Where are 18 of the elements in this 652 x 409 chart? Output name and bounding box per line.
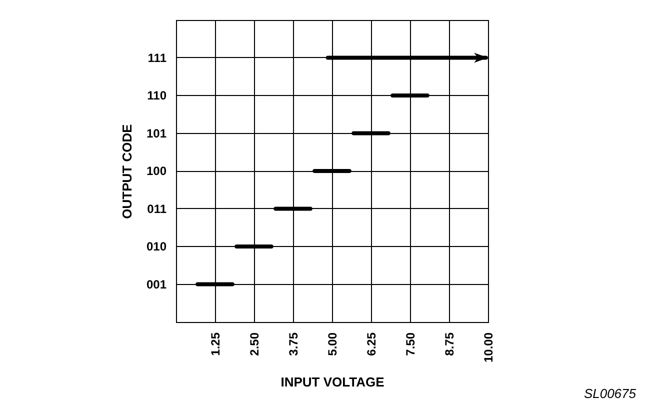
y-tick-label: 011: [147, 202, 167, 216]
y-tick-label: 001: [146, 277, 167, 292]
x-axis-title: INPUT VOLTAGE: [280, 374, 385, 390]
y-axis-title: OUTPUT CODE: [119, 124, 134, 219]
x-tick-label: 5.00: [326, 332, 340, 356]
y-tick-label: 100: [146, 164, 167, 178]
x-tick-label: 2.50: [248, 332, 262, 356]
x-tick-label: 7.50: [404, 332, 418, 356]
x-tick-label: 3.75: [286, 332, 300, 356]
x-tick-label: 10.00: [482, 332, 496, 363]
text: SL00675: [584, 386, 636, 401]
x-tick-label: 6.25: [364, 332, 378, 356]
x-tick-label: 1.25: [208, 332, 222, 356]
y-tick-label: 101: [146, 126, 167, 140]
y-tick-label: 110: [147, 88, 167, 102]
y-tick-label: 010: [146, 240, 167, 254]
x-tick-label: 8.75: [442, 332, 456, 356]
y-tick-label: 111: [148, 50, 167, 65]
